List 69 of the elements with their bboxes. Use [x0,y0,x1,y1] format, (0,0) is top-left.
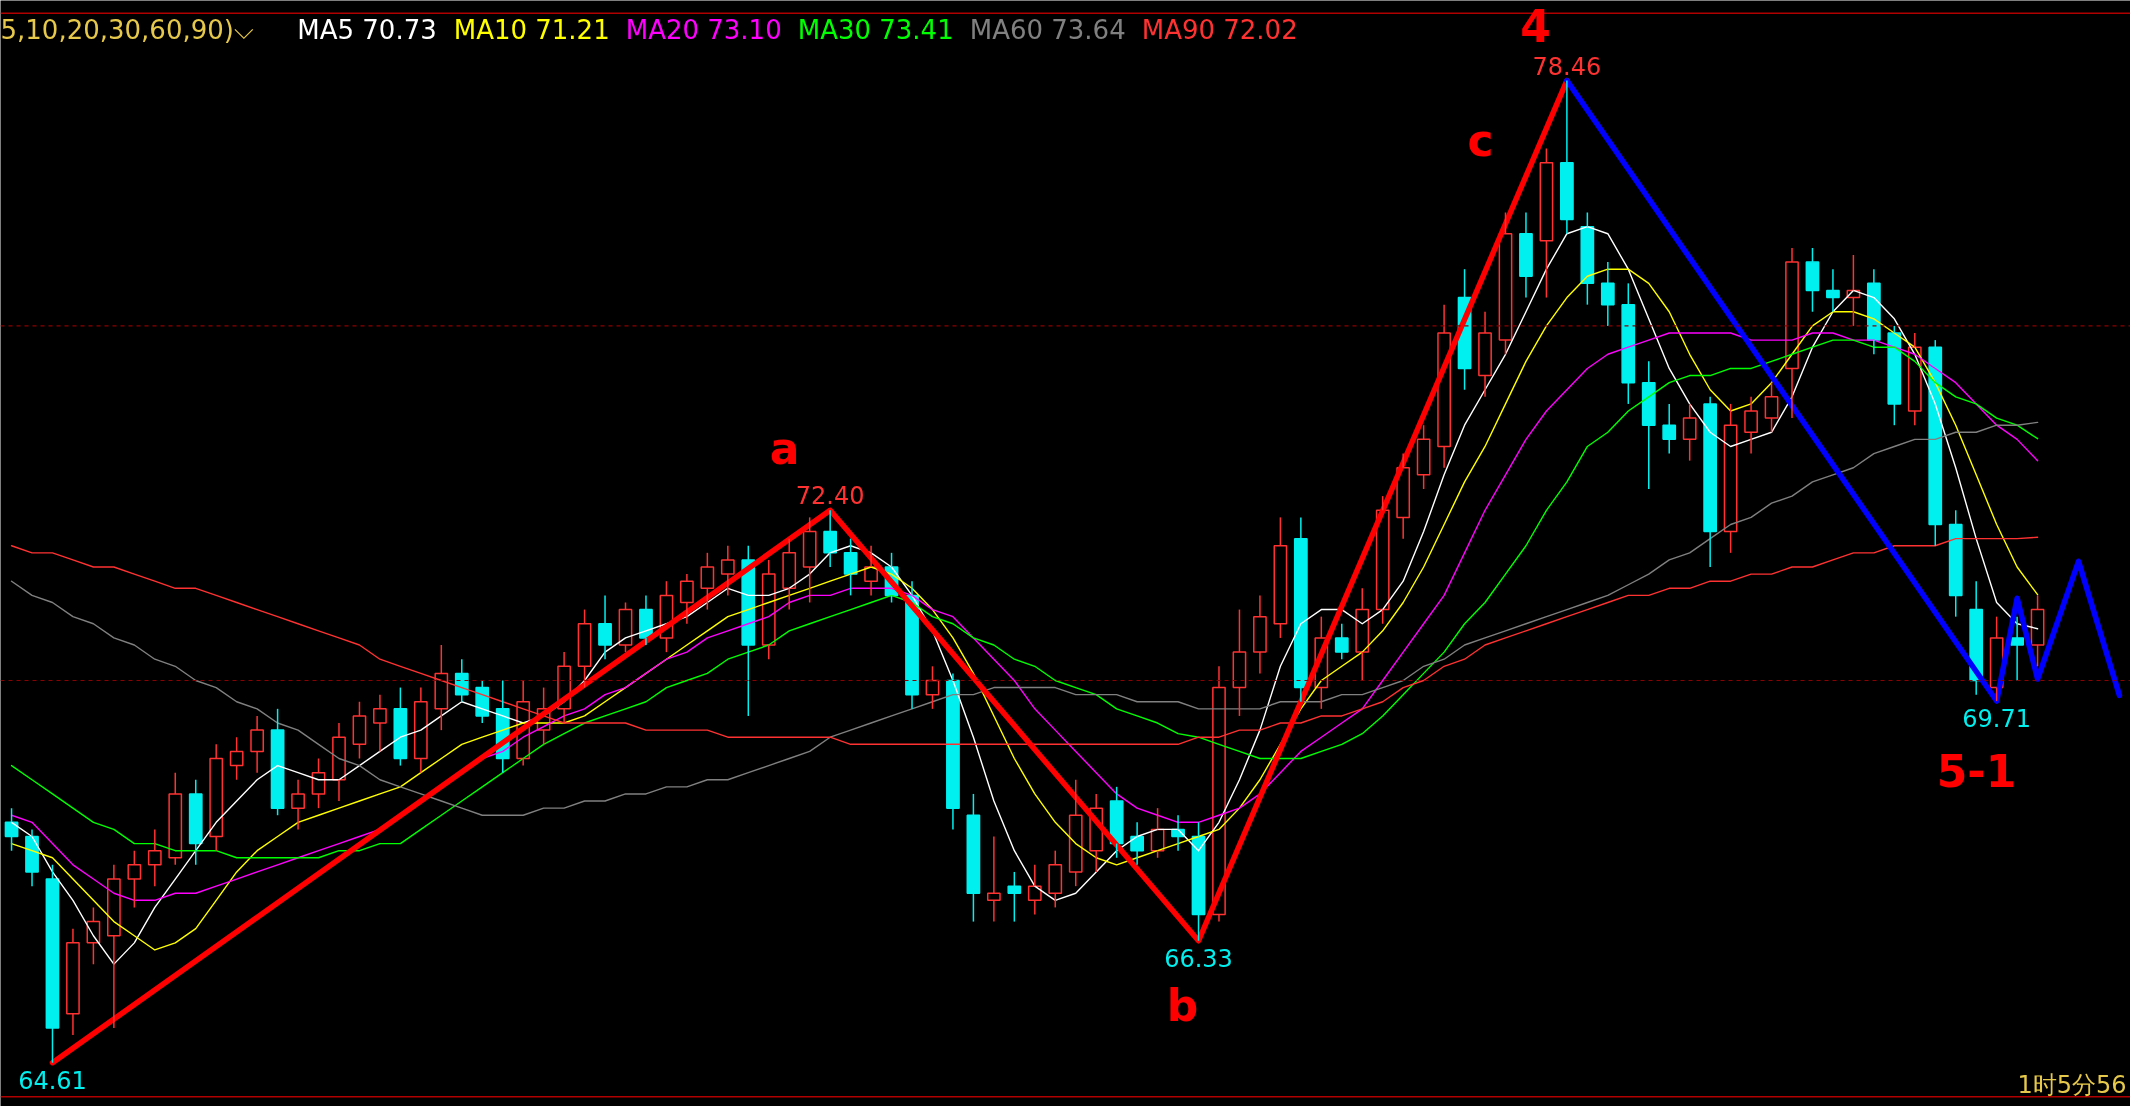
candlestick [986,835,1001,923]
candlestick [1089,793,1104,873]
candlestick [332,722,346,802]
data-label: 66.33 [1164,944,1233,973]
legend-title: 5,10,20,30,60,90)⌵ [0,14,254,45]
candlestick [680,573,694,625]
annotation: 4 [1520,1,1551,52]
candlestick [1866,268,1881,356]
candlestick [66,927,80,1036]
annotation: 1时5分56 [2017,1070,2127,1099]
candlestick [1846,254,1861,327]
annotation: a [769,423,800,474]
candlestick [291,779,305,831]
candlestick [823,509,838,568]
candlestick [1027,864,1042,916]
data-label: 78.46 [1532,52,1602,81]
candlestick [147,828,162,887]
data-label: 69.71 [1962,705,2032,734]
candlestick [1293,516,1308,703]
annotation: c [1467,115,1494,166]
candlestick [1600,261,1615,327]
candlestick [1723,403,1738,554]
text: MA10 71.21 [453,14,610,45]
candlestick [864,544,878,597]
candlestick [475,679,490,724]
candlestick [1130,821,1145,866]
text: MA60 73.64 [969,14,1126,45]
candlestick [639,594,653,646]
candlestick [209,743,224,852]
candlestick [1232,608,1247,717]
text: MA20 73.10 [625,14,782,45]
candlestick [25,828,39,887]
annotation: 5-1 [1936,746,2017,797]
candlestick [1744,396,1758,455]
candlestick [1437,303,1451,469]
candlestick [1907,332,1922,426]
candlestick [373,693,387,753]
candlestick [1314,615,1329,710]
candlestick [1641,360,1656,490]
candlestick [1334,623,1349,660]
candlestick [598,594,612,660]
candlestick [1560,79,1574,235]
candlestick [761,559,776,660]
candlestick [1355,587,1370,682]
candlestick [434,644,449,731]
candlestick [2010,615,2025,682]
candlestick [1703,396,1718,568]
candlestick [1253,594,1267,675]
candlestick [946,672,960,831]
data-label: 64.61 [18,1066,87,1095]
candlestick [1519,211,1533,299]
candlestick [1662,403,1677,455]
candlestick [1478,310,1492,398]
candlestick [720,544,735,597]
candlestick [966,793,981,923]
text: MA30 73.41 [797,14,954,45]
candlestick [106,864,121,1029]
candlestick [782,537,797,611]
candlestick [250,715,265,774]
candlestick [1785,247,1799,419]
candlestick [413,686,428,774]
candlestick [557,651,571,724]
annotation: b [1166,980,1199,1031]
text: MA90 72.02 [1141,14,1298,45]
candlestick [1826,268,1840,313]
candlestick [1621,282,1636,405]
text: MA5 70.73 [297,14,437,45]
data-label: 72.40 [795,482,865,511]
candlestick [1396,452,1411,540]
